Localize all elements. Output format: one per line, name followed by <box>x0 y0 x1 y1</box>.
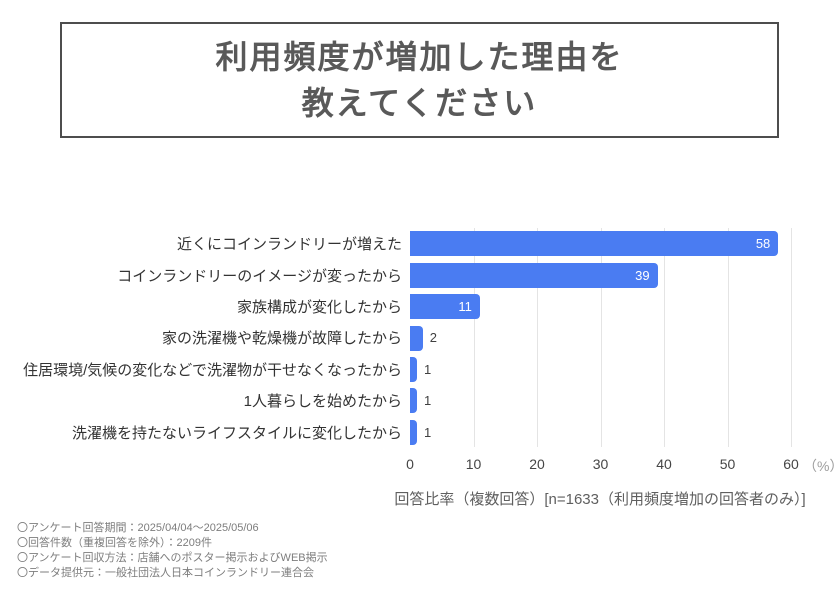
gridline <box>727 228 729 447</box>
bar: 11 <box>410 294 480 320</box>
category-label: 家の洗濯機や乾燥機が故障したから <box>161 330 402 348</box>
page-title-line-1: 利用頻度が増加した理由を <box>215 39 624 75</box>
x-axis-tick-label: 50 <box>719 456 736 472</box>
x-axis-unit-label: （%） <box>803 458 840 474</box>
category-label: 洗濯機を持たないライフスタイルに変化したから <box>71 424 402 442</box>
bar: 39 <box>410 262 658 288</box>
gridline <box>791 228 792 447</box>
bar <box>410 356 417 382</box>
title-box: 利用頻度が増加した理由を 教えてください <box>60 22 779 138</box>
x-axis-tick-label: 20 <box>529 456 545 472</box>
bar <box>410 325 423 351</box>
footnote-line: 〇アンケート回収方法：店舗へのポスター掲示およびWEB掲示 <box>17 552 328 564</box>
value-label: 39 <box>635 267 650 283</box>
category-label: 住居環境/気候の変化などで洗濯物が干せなくなったから <box>23 361 402 379</box>
bar <box>410 419 417 445</box>
value-label: 58 <box>755 236 771 252</box>
footnotes: 〇アンケート回答期間：2025/04/04〜2025/05/06 〇回答件数（重複… <box>17 521 328 581</box>
category-label: コインランドリーのイメージが変ったから <box>117 267 402 285</box>
value-label: 2 <box>429 330 437 346</box>
x-axis-tick-label: 60 <box>783 456 799 472</box>
chart-caption: 回答比率（複数回答）[n=1633（利用頻度増加の回答者のみ）] <box>394 491 806 508</box>
gridline <box>473 228 475 447</box>
x-axis-tick-label: 30 <box>592 456 609 472</box>
bar: 58 <box>410 231 779 257</box>
gridline <box>537 228 538 447</box>
gridline <box>600 228 602 447</box>
value-label: 1 <box>424 424 432 440</box>
x-axis-tick-label: 0 <box>406 456 414 472</box>
page-title-line-2: 教えてください <box>301 85 538 121</box>
footnote-line: 〇アンケート回答期間：2025/04/04〜2025/05/06 <box>17 522 259 534</box>
footnote-line: 〇回答件数（重複回答を除外）：2209件 <box>17 537 212 549</box>
category-label: 家族構成が変化したから <box>236 299 402 317</box>
value-label: 1 <box>424 361 432 377</box>
category-label: 近くにコインランドリーが増えた <box>176 236 402 254</box>
value-label: 1 <box>424 393 432 409</box>
x-axis-tick-label: 10 <box>465 456 482 472</box>
x-axis-tick-label: 40 <box>656 456 672 472</box>
gridline <box>664 228 665 447</box>
footnote-line: 〇データ提供元：一般社団法人日本コインランドリー連合会 <box>17 567 314 579</box>
value-label: 11 <box>458 299 472 315</box>
category-label: 1人暮らしを始めたから <box>243 393 402 411</box>
bar <box>410 388 417 414</box>
